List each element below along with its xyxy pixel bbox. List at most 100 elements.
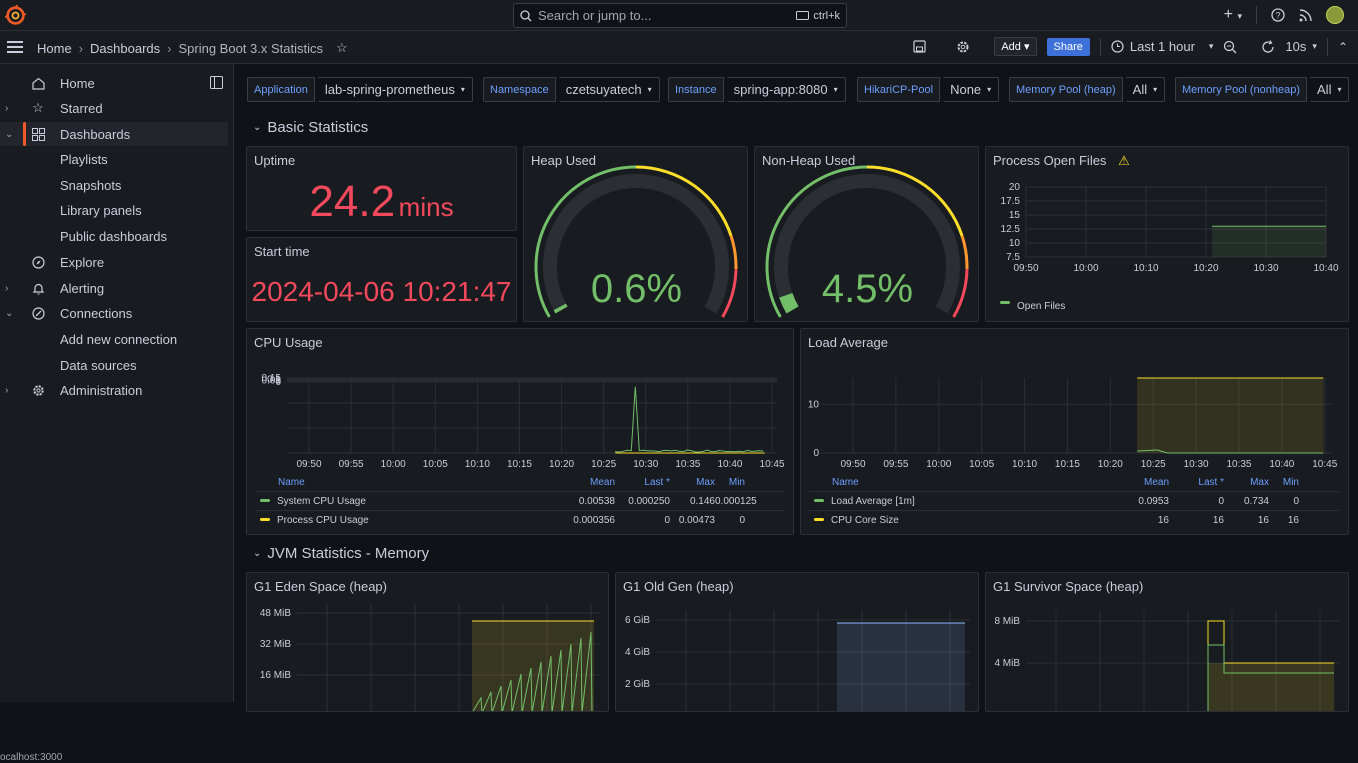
- refresh-interval-label: 10s: [1285, 39, 1306, 54]
- legend-header-cell[interactable]: Min: [1269, 477, 1299, 488]
- sidebar-item-dashboards[interactable]: ⌄ Dashboards: [0, 122, 228, 146]
- grafana-logo-icon[interactable]: [5, 5, 26, 26]
- rss-news-icon[interactable]: [1299, 9, 1312, 22]
- panel-non-heap-used[interactable]: Non-Heap Used 4.5%: [754, 146, 979, 322]
- variable-select[interactable]: All ▾: [1310, 77, 1349, 102]
- y-tick-label: 10: [808, 399, 820, 410]
- chevron-right-icon[interactable]: ›: [5, 283, 8, 294]
- sidebar-item-label: Starred: [60, 101, 103, 116]
- variable-select[interactable]: spring-app:8080 ▾: [727, 77, 846, 102]
- x-tick-label: 10:20: [1193, 263, 1218, 274]
- refresh-icon[interactable]: [1261, 40, 1275, 54]
- panel-g1-eden-space[interactable]: G1 Eden Space (heap) 48 MiB 32 MiB 16 MiB: [246, 572, 609, 712]
- y-tick-label: 17.5: [1001, 196, 1021, 207]
- chevron-right-icon[interactable]: ›: [5, 103, 8, 114]
- variable-memory-pool-nonheap[interactable]: Memory Pool (nonheap) All ▾: [1175, 77, 1349, 102]
- legend-header-cell[interactable]: Mean: [1109, 477, 1169, 488]
- variable-application[interactable]: Application lab-spring-prometheus ▾: [247, 77, 473, 102]
- sidebar-item-home[interactable]: Home: [0, 71, 228, 95]
- variable-select[interactable]: lab-spring-prometheus ▾: [318, 77, 473, 102]
- sidebar-item-public-dashboards[interactable]: Public dashboards: [0, 224, 228, 248]
- help-icon[interactable]: ?: [1271, 8, 1285, 22]
- panel-uptime[interactable]: Uptime 24.2 mins: [246, 146, 517, 231]
- time-range-picker[interactable]: Last 1 hour ▾: [1111, 39, 1214, 54]
- sidebar: Home › ☆ Starred ⌄ Dashboards Playlists …: [0, 64, 234, 702]
- sidebar-item-library-panels[interactable]: Library panels: [0, 198, 228, 222]
- sidebar-item-add-new-connection[interactable]: Add new connection: [0, 327, 228, 351]
- chevron-down-icon: ▾: [1209, 41, 1214, 52]
- row-jvm-statistics-memory[interactable]: ⌄ JVM Statistics - Memory: [253, 545, 429, 562]
- legend-header-cell[interactable]: Last *: [1169, 477, 1224, 488]
- new-plus-icon[interactable]: + ▾: [1224, 6, 1242, 24]
- sidebar-item-explore[interactable]: Explore: [0, 250, 228, 274]
- panel-process-open-files[interactable]: Process Open Files ⚠ 20 17.5 15 12.5 10 7.5 09…: [985, 146, 1349, 322]
- panel-g1-survivor-space[interactable]: G1 Survivor Space (heap) 8 MiB 4 MiB: [985, 572, 1349, 712]
- legend-header-cell[interactable]: Min: [715, 477, 745, 488]
- legend-header-cell[interactable]: Name: [255, 477, 555, 488]
- gauge-threshold-orange: [731, 236, 736, 269]
- svg-text:?: ?: [1276, 11, 1281, 21]
- dock-menu-icon[interactable]: [210, 76, 223, 89]
- home-icon: [31, 76, 45, 90]
- x-tick-label: 10:30: [633, 459, 658, 470]
- sidebar-item-playlists[interactable]: Playlists: [0, 147, 228, 171]
- sidebar-item-administration[interactable]: › Administration: [0, 378, 228, 402]
- panel-heap-used[interactable]: Heap Used 0.6%: [523, 146, 748, 322]
- uptime-unit: mins: [399, 192, 454, 222]
- sidebar-item-alerting[interactable]: › Alerting: [0, 276, 228, 300]
- row-basic-statistics[interactable]: ⌄ Basic Statistics: [253, 119, 368, 136]
- chevron-down-icon[interactable]: ⌄: [5, 308, 13, 319]
- gauge-threshold-orange: [962, 236, 967, 269]
- legend-open-files[interactable]: Open Files: [1000, 301, 1065, 312]
- sidebar-item-snapshots[interactable]: Snapshots: [0, 173, 228, 197]
- variable-select[interactable]: None ▾: [943, 77, 999, 102]
- legend-header-cell[interactable]: Name: [809, 477, 1109, 488]
- variable-hikaricp-pool[interactable]: HikariCP-Pool None ▾: [857, 77, 999, 102]
- sidebar-item-starred[interactable]: › ☆ Starred: [0, 96, 228, 120]
- zoom-out-icon[interactable]: [1223, 40, 1237, 54]
- panel-load-average[interactable]: Load Average 09:50 09:55 10:00 10:05 10:10 10…: [800, 328, 1349, 535]
- variable-namespace[interactable]: Namespace czetsuyatech ▾: [483, 77, 660, 102]
- breadcrumb-dashboards[interactable]: Dashboards: [90, 41, 160, 56]
- legend-row[interactable]: Load Average [1m] 0.0953 0 0.734 0: [809, 491, 1339, 510]
- hamburger-menu-icon[interactable]: [7, 40, 23, 54]
- variable-instance[interactable]: Instance spring-app:8080 ▾: [668, 77, 846, 102]
- legend-header-cell[interactable]: Mean: [555, 477, 615, 488]
- settings-gear-icon[interactable]: [956, 40, 970, 54]
- save-icon[interactable]: [913, 40, 926, 53]
- refresh-interval-picker[interactable]: 10s ▾: [1285, 39, 1317, 54]
- panel-title: Start time: [254, 244, 310, 259]
- star-favorite-icon[interactable]: ☆: [336, 40, 348, 56]
- sidebar-item-label: Public dashboards: [60, 229, 167, 244]
- x-tick-label: 10:30: [1184, 459, 1209, 470]
- sidebar-item-data-sources[interactable]: Data sources: [0, 353, 228, 377]
- search-input[interactable]: Search or jump to... ctrl+k: [513, 3, 847, 28]
- breadcrumb-home[interactable]: Home: [37, 41, 72, 56]
- sidebar-item-connections[interactable]: ⌄ Connections: [0, 301, 228, 325]
- panel-start-time[interactable]: Start time 2024-04-06 10:21:47: [246, 237, 517, 322]
- x-tick-label: 10:25: [591, 459, 616, 470]
- chevron-down-icon[interactable]: ⌄: [5, 129, 13, 140]
- y-tick-label: 10: [1009, 238, 1021, 249]
- variable-label: Instance: [668, 77, 724, 102]
- share-button[interactable]: Share: [1047, 38, 1090, 56]
- keyboard-icon: [796, 11, 809, 20]
- add-button[interactable]: Add ▾: [994, 37, 1036, 56]
- x-tick-label: 10:15: [1055, 459, 1080, 470]
- legend-header-cell[interactable]: Last *: [615, 477, 670, 488]
- chevron-right-icon[interactable]: ›: [5, 385, 8, 396]
- panel-cpu-usage[interactable]: CPU Usage 0.15 0.1 0.05 0 09:50 09:55 10:00 10:…: [246, 328, 794, 535]
- legend-row[interactable]: Process CPU Usage 0.000356 0 0.00473 0: [255, 510, 785, 529]
- keyboard-shortcut: ctrl+k: [796, 10, 840, 22]
- variable-memory-pool-heap[interactable]: Memory Pool (heap) All ▾: [1009, 77, 1165, 102]
- legend-row[interactable]: CPU Core Size 16 16 16 16: [809, 510, 1339, 529]
- variable-select[interactable]: All ▾: [1126, 77, 1165, 102]
- legend-mean: 0.00538: [555, 496, 615, 507]
- panel-g1-old-gen[interactable]: G1 Old Gen (heap) 6 GiB 4 GiB 2 GiB: [615, 572, 979, 712]
- user-avatar[interactable]: [1326, 6, 1344, 24]
- legend-row[interactable]: System CPU Usage 0.00538 0.000250 0.146 0.00…: [255, 491, 785, 510]
- collapse-chevron-up-icon[interactable]: ⌃: [1338, 40, 1348, 54]
- variable-select[interactable]: czetsuyatech ▾: [559, 77, 660, 102]
- legend-header-cell[interactable]: Max: [670, 477, 715, 488]
- legend-header-cell[interactable]: Max: [1224, 477, 1269, 488]
